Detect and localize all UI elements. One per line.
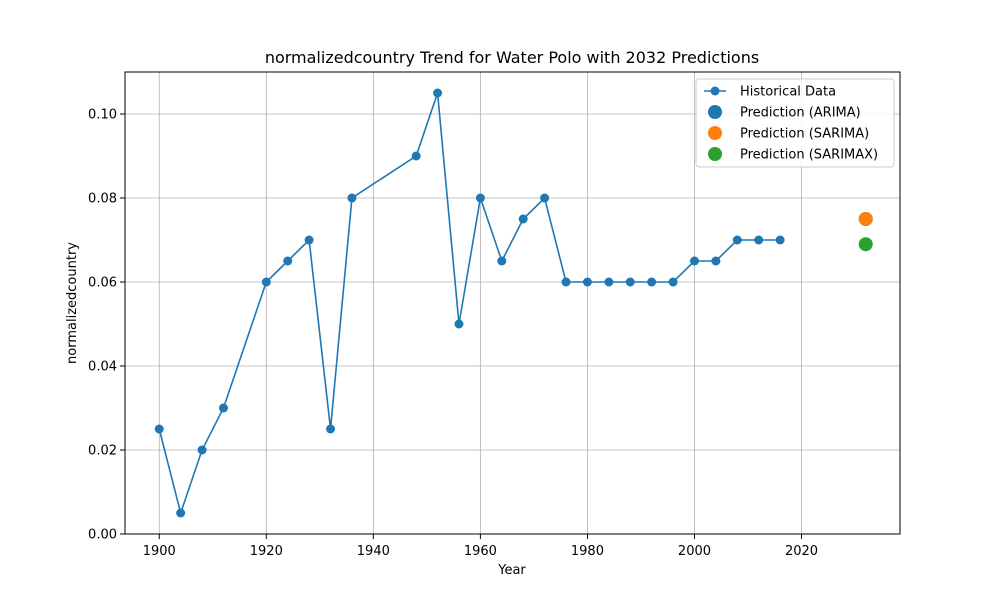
historical-point <box>604 277 614 287</box>
historical-point <box>711 256 721 266</box>
series-0 <box>154 88 785 518</box>
historical-point <box>433 88 443 98</box>
legend-label: Prediction (SARIMAX) <box>740 148 878 163</box>
historical-point <box>497 256 507 266</box>
historical-point <box>261 277 271 287</box>
historical-point <box>176 508 186 518</box>
x-tick-label: 1940 <box>357 544 390 559</box>
series-2 <box>858 212 873 226</box>
x-axis-title: Year <box>497 563 526 578</box>
x-tick-label: 2000 <box>678 544 711 559</box>
legend-item: Historical Data <box>704 85 836 100</box>
x-tick-label: 1900 <box>143 544 176 559</box>
legend: Historical Data Prediction (ARIMA) Predict… <box>695 78 895 168</box>
plot-frame <box>124 71 901 535</box>
legend-label: Historical Data <box>740 85 836 100</box>
historical-point <box>304 235 314 245</box>
historical-point <box>518 214 528 224</box>
x-axis: 1900 1920 1940 1960 1980 2000 2020 <box>143 534 818 559</box>
legend-marker <box>710 86 720 96</box>
historical-point <box>625 277 635 287</box>
x-tick-label: 1920 <box>250 544 283 559</box>
y-tick-label: 0.04 <box>88 360 117 375</box>
y-tick-label: 0.00 <box>88 528 117 543</box>
y-tick-label: 0.10 <box>88 108 117 123</box>
y-tick-label: 0.02 <box>88 444 117 459</box>
legend-item: Prediction (ARIMA) <box>708 105 861 121</box>
legend-item: Prediction (SARIMA) <box>708 126 869 142</box>
historical-point <box>218 403 228 413</box>
legend-marker <box>708 126 722 140</box>
historical-point <box>647 277 657 287</box>
y-tick-label: 0.06 <box>88 276 117 291</box>
historical-point <box>561 277 571 287</box>
y-tick-label: 0.08 <box>88 192 117 207</box>
historical-point <box>326 424 336 434</box>
historical-point <box>154 424 164 434</box>
historical-point <box>582 277 592 287</box>
y-axis: 0.00 0.02 0.04 0.06 0.08 0.10 <box>88 108 125 543</box>
legend-marker <box>708 105 722 119</box>
legend-label: Prediction (ARIMA) <box>740 106 861 121</box>
legend-label: Prediction (SARIMA) <box>740 127 869 142</box>
prediction-point <box>858 212 873 226</box>
chart-title: normalizedcountry Trend for Water Polo w… <box>265 48 759 67</box>
historical-point <box>689 256 699 266</box>
historical-point <box>411 151 421 161</box>
historical-point <box>454 319 464 329</box>
series-3 <box>858 237 873 252</box>
x-tick-label: 2020 <box>785 544 818 559</box>
x-tick-label: 1960 <box>464 544 497 559</box>
historical-point <box>197 445 207 455</box>
historical-point <box>347 193 357 203</box>
historical-point <box>668 277 678 287</box>
prediction-point <box>858 237 873 252</box>
legend-marker <box>708 147 722 161</box>
historical-point <box>475 193 485 203</box>
legend-box <box>695 78 895 168</box>
series-layer <box>154 88 873 518</box>
legend-item: Prediction (SARIMAX) <box>708 147 878 163</box>
historical-point <box>283 256 293 266</box>
x-tick-label: 1980 <box>571 544 604 559</box>
historical-point <box>540 193 550 203</box>
historical-point <box>732 235 742 245</box>
historical-point <box>775 235 785 245</box>
y-axis-title: normalizedcountry <box>65 242 80 364</box>
historical-point <box>754 235 764 245</box>
